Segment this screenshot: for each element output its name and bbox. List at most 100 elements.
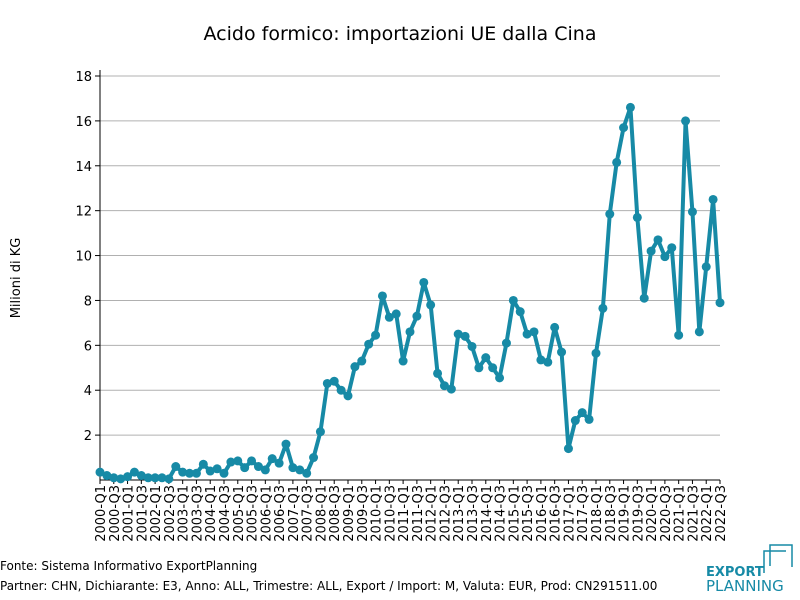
data-point bbox=[391, 309, 401, 319]
data-point bbox=[625, 102, 635, 112]
x-tick-label: 2014-Q1 bbox=[480, 485, 495, 542]
data-point bbox=[550, 322, 560, 332]
x-tick-label: 2022-Q3 bbox=[714, 485, 729, 542]
data-point bbox=[143, 473, 153, 483]
data-point bbox=[260, 465, 270, 475]
x-tick-label: 2011-Q1 bbox=[397, 485, 412, 542]
data-point bbox=[405, 327, 415, 337]
x-tick-label: 2004-Q3 bbox=[218, 485, 233, 542]
x-tick-label: 2006-Q3 bbox=[273, 485, 288, 542]
data-point bbox=[426, 300, 436, 310]
x-tick-label: 2001-Q1 bbox=[122, 485, 137, 542]
data-point bbox=[563, 444, 573, 454]
data-point bbox=[116, 474, 126, 484]
x-tick-label: 2005-Q1 bbox=[232, 485, 247, 542]
y-axis-label: Milioni di KG bbox=[9, 238, 24, 319]
data-point bbox=[281, 439, 291, 449]
data-point bbox=[384, 312, 394, 322]
data-point bbox=[467, 341, 477, 351]
x-tick-label: 2005-Q3 bbox=[246, 485, 261, 542]
data-point bbox=[701, 262, 711, 272]
data-point bbox=[309, 453, 319, 463]
y-tick-label: 8 bbox=[84, 294, 92, 309]
data-point bbox=[529, 327, 539, 337]
data-point bbox=[198, 459, 208, 469]
data-point bbox=[481, 353, 491, 363]
x-tick-label: 2002-Q3 bbox=[163, 485, 178, 542]
x-tick-label: 2013-Q1 bbox=[452, 485, 467, 542]
data-point bbox=[371, 330, 381, 340]
x-tick-label: 2012-Q1 bbox=[425, 485, 440, 542]
x-tick-label: 2018-Q3 bbox=[604, 485, 619, 542]
data-point bbox=[302, 468, 312, 478]
logo-frame bbox=[769, 544, 793, 567]
data-point bbox=[95, 467, 105, 477]
data-point bbox=[605, 209, 615, 219]
data-point bbox=[350, 362, 360, 372]
data-point bbox=[694, 327, 704, 337]
data-point bbox=[508, 295, 518, 305]
x-tick-label: 2000-Q3 bbox=[108, 485, 123, 542]
data-point bbox=[439, 381, 449, 391]
data-point bbox=[288, 463, 298, 473]
data-point bbox=[715, 298, 725, 308]
data-point bbox=[515, 307, 525, 317]
x-tick-label: 2016-Q3 bbox=[549, 485, 564, 542]
x-tick-label: 2019-Q1 bbox=[618, 485, 633, 542]
x-tick-label: 2014-Q3 bbox=[494, 485, 509, 542]
x-tick-label: 2015-Q1 bbox=[507, 485, 522, 542]
data-point bbox=[446, 384, 456, 394]
x-tick-label: 2010-Q1 bbox=[370, 485, 385, 542]
data-point bbox=[639, 293, 649, 303]
data-point bbox=[377, 291, 387, 301]
data-point bbox=[364, 339, 374, 349]
data-point bbox=[687, 207, 697, 217]
data-point bbox=[501, 338, 511, 348]
data-point bbox=[474, 363, 484, 373]
x-tick-label: 2003-Q3 bbox=[190, 485, 205, 542]
x-tick-label: 2019-Q3 bbox=[631, 485, 646, 542]
data-point bbox=[343, 391, 353, 401]
data-point bbox=[212, 464, 222, 474]
x-tick-label: 2020-Q1 bbox=[645, 485, 660, 542]
data-point bbox=[357, 356, 367, 366]
y-tick-label: 6 bbox=[84, 339, 92, 354]
x-tick-label: 2009-Q1 bbox=[342, 485, 357, 542]
data-point bbox=[322, 378, 332, 388]
data-point bbox=[536, 355, 546, 365]
data-point bbox=[584, 414, 594, 424]
y-tick-label: 2 bbox=[84, 429, 92, 444]
x-tick-label: 2021-Q3 bbox=[686, 485, 701, 542]
data-point bbox=[570, 416, 580, 426]
data-point bbox=[591, 348, 601, 358]
x-tick-label: 2018-Q1 bbox=[590, 485, 605, 542]
data-point bbox=[667, 243, 677, 253]
x-tick-label: 2007-Q1 bbox=[287, 485, 302, 542]
data-point bbox=[150, 473, 160, 483]
data-point bbox=[253, 462, 263, 472]
x-tick-label: 2010-Q3 bbox=[383, 485, 398, 542]
data-point bbox=[495, 373, 505, 383]
y-tick-label: 16 bbox=[75, 115, 92, 130]
y-tick-label: 10 bbox=[75, 250, 92, 265]
data-point bbox=[157, 473, 167, 483]
data-point bbox=[295, 465, 305, 475]
data-point bbox=[185, 468, 195, 478]
data-point bbox=[191, 468, 201, 478]
data-point bbox=[674, 330, 684, 340]
x-tick-label: 2015-Q3 bbox=[521, 485, 536, 542]
data-point bbox=[336, 385, 346, 395]
data-point bbox=[315, 427, 325, 437]
data-point bbox=[240, 463, 250, 473]
data-point bbox=[226, 457, 236, 467]
data-point bbox=[274, 458, 284, 468]
data-point bbox=[205, 466, 215, 476]
x-tick-label: 2017-Q1 bbox=[562, 485, 577, 542]
data-point bbox=[171, 462, 181, 472]
x-tick-label: 2007-Q3 bbox=[301, 485, 316, 542]
x-tick-label: 2002-Q1 bbox=[149, 485, 164, 542]
x-tick-label: 2008-Q3 bbox=[328, 485, 343, 542]
data-point bbox=[632, 212, 642, 222]
data-point bbox=[329, 376, 339, 386]
